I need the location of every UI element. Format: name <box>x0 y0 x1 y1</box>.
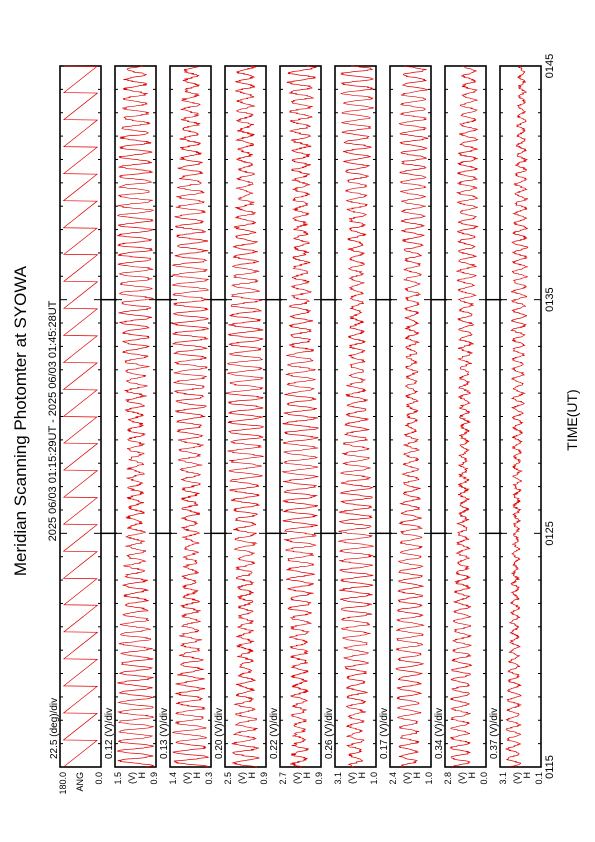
y-tick-label: H <box>522 772 532 779</box>
y-tick-label: 0.9 <box>314 772 324 785</box>
y-tick-label: 0.3 <box>204 772 214 785</box>
panel-6: 0.26 (V)/div 3.1 (V) H 1.0 <box>324 65 379 785</box>
panel-4: 0.20 (V)/div 2.5 (V) H 0.9 <box>214 65 269 785</box>
panel-frame <box>279 65 322 768</box>
chart-title: Meridian Scanning Photomter at SYOWA <box>11 265 30 576</box>
series-line <box>449 65 479 768</box>
panel-frame <box>499 65 542 768</box>
y-tick-label: H <box>137 772 147 779</box>
y-tick-label: H <box>302 772 312 779</box>
y-tick-label: 3.1 <box>333 772 343 785</box>
panel-scale-label: 0.26 (V)/div <box>324 708 335 759</box>
panel-scale-label: 0.20 (V)/div <box>214 708 225 759</box>
panel-scale-label: 0.34 (V)/div <box>434 708 445 759</box>
y-tick-label: 180.0 <box>58 772 68 795</box>
panel-1: 22.5 (deg)/div 180.0 ANG 0.0 <box>49 65 104 795</box>
series-line <box>504 65 529 768</box>
series-line <box>171 65 210 768</box>
y-tick-label: H <box>192 772 202 779</box>
panel-5: 0.22 (V)/div 2.7 (V) H 0.9 <box>269 65 324 785</box>
y-tick-label: 0.1 <box>534 772 544 785</box>
y-tick-label: H <box>357 772 367 779</box>
y-tick-label: 0.9 <box>149 772 159 785</box>
series-line <box>338 65 375 768</box>
time-range-label: 2025 06/03 01:15:29UT - 2025 06/03 01:45… <box>47 300 59 541</box>
panel-7: 0.17 (V)/div 2.4 (V) H 1.0 <box>379 65 434 785</box>
series-line <box>116 65 155 768</box>
y-tick-label: H <box>412 772 422 779</box>
y-tick-label: (V) <box>402 772 412 784</box>
panel-scale-label: 0.22 (V)/div <box>269 708 280 759</box>
x-tick-label: 0115 <box>544 755 556 779</box>
x-tick-labels: 0115 0125 0135 0145 <box>544 54 556 779</box>
y-tick-label: 0.0 <box>479 772 489 785</box>
series-line <box>281 65 320 768</box>
series-line <box>62 65 99 768</box>
x-tick-label: 0135 <box>544 287 556 311</box>
x-tick-label: 0145 <box>544 54 556 78</box>
panel-8: 0.34 (V)/div 2.8 (V) H 0.0 <box>434 65 489 785</box>
y-tick-label: (V) <box>347 772 357 784</box>
panel-9: 0.37 (V)/div 3.1 (V) H 0.1 <box>489 65 544 785</box>
y-tick-label: (V) <box>182 772 192 784</box>
x-axis-label: TIME(UT) <box>564 389 580 450</box>
panel-scale-label: 0.17 (V)/div <box>379 708 390 759</box>
y-tick-label: H <box>467 772 477 779</box>
panel-scale-label: 22.5 (deg)/div <box>49 698 60 759</box>
series-line <box>226 65 265 768</box>
y-tick-label: (V) <box>457 772 467 784</box>
panel-scale-label: 0.37 (V)/div <box>489 708 500 759</box>
y-tick-label: H <box>247 772 257 779</box>
y-tick-label: 1.4 <box>168 772 178 785</box>
panel-group: 22.5 (deg)/div 180.0 ANG 0.0 0.12 (V)/div 1.5… <box>49 65 544 795</box>
panel-2: 0.12 (V)/div 1.5 (V) H 0.9 <box>104 65 159 785</box>
y-tick-label: 1.0 <box>424 772 434 785</box>
panel-scale-label: 0.13 (V)/div <box>159 708 170 759</box>
x-tick-label: 0125 <box>544 521 556 545</box>
panel-scale-label: 0.12 (V)/div <box>104 708 115 759</box>
y-tick-label: 2.8 <box>443 772 453 785</box>
panel-3: 0.13 (V)/div 1.4 (V) H 0.3 <box>159 65 214 785</box>
y-tick-label: 0.9 <box>259 772 269 785</box>
y-tick-label: 2.5 <box>223 772 233 785</box>
y-tick-label: (V) <box>512 772 522 784</box>
y-tick-label: (V) <box>292 772 302 784</box>
y-tick-label: 1.5 <box>113 772 123 785</box>
y-tick-label: ANG <box>75 772 85 792</box>
y-tick-label: 1.0 <box>369 772 379 785</box>
y-tick-label: (V) <box>127 772 137 784</box>
y-tick-label: (V) <box>237 772 247 784</box>
panel-frame <box>334 65 377 768</box>
series-line <box>395 65 429 768</box>
y-tick-label: 0.0 <box>94 772 104 785</box>
y-tick-label: 2.7 <box>278 772 288 785</box>
y-tick-label: 3.1 <box>498 772 508 785</box>
y-tick-label: 2.4 <box>388 772 398 785</box>
